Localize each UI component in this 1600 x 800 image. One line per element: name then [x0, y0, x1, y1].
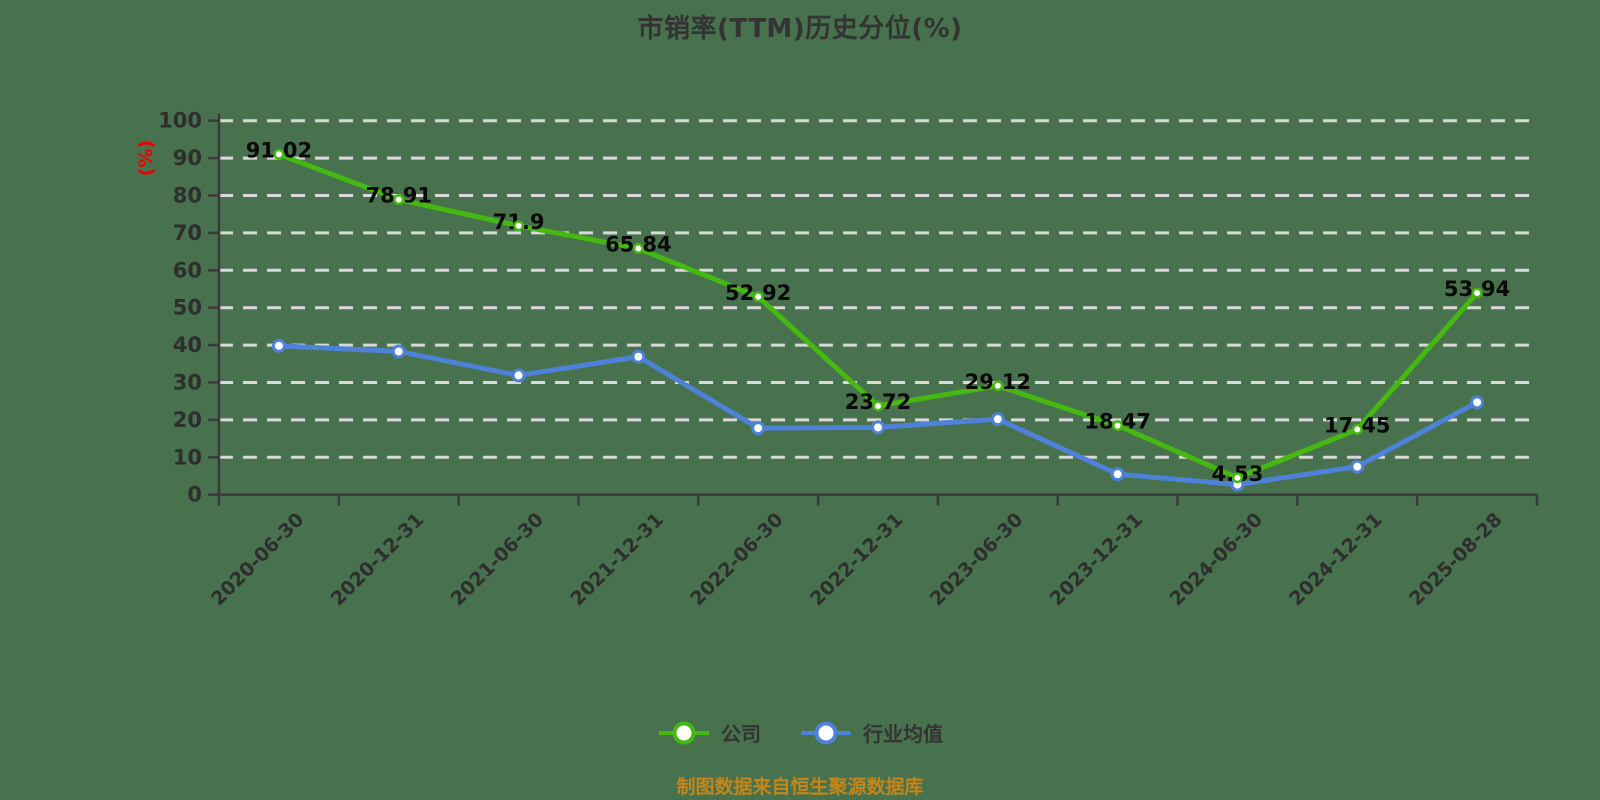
- svg-text:2021-12-31: 2021-12-31: [566, 509, 668, 611]
- industry-data-point: [391, 344, 406, 359]
- legend-item-industry[interactable]: 行业均值: [799, 718, 943, 747]
- svg-text:2020-12-31: 2020-12-31: [327, 509, 429, 611]
- y-axis-name: (%): [135, 140, 157, 176]
- svg-text:100: 100: [158, 109, 202, 133]
- chart-title: 市销率(TTM)历史分位(%): [637, 14, 963, 44]
- industry-series: [271, 338, 1485, 492]
- industry-data-point: [1110, 467, 1125, 482]
- legend-label-company: 公司: [721, 722, 761, 746]
- svg-text:2021-06-30: 2021-06-30: [447, 509, 549, 611]
- svg-text:50: 50: [173, 296, 202, 320]
- svg-text:2025-08-28: 2025-08-28: [1405, 509, 1507, 611]
- svg-text:2024-12-31: 2024-12-31: [1285, 509, 1387, 611]
- svg-text:2023-06-30: 2023-06-30: [926, 509, 1028, 611]
- company-data-point: [393, 194, 405, 205]
- svg-text:60: 60: [173, 258, 202, 282]
- svg-text:2020-06-30: 2020-06-30: [207, 509, 309, 611]
- svg-text:0: 0: [187, 483, 202, 507]
- company-data-point: [1351, 424, 1363, 435]
- legend-item-company[interactable]: 公司: [657, 718, 761, 747]
- svg-text:2022-12-31: 2022-12-31: [806, 509, 908, 611]
- y-axis-labels: 0 10 20 30 40 50 60 70 80 90 100: [158, 109, 202, 507]
- company-data-point: [1232, 472, 1243, 484]
- svg-text:2024-06-30: 2024-06-30: [1165, 509, 1267, 611]
- legend: 公司 行业均值: [0, 718, 1600, 747]
- company-data-labels: 91.0278.9171.965.8452.9223.7229.1218.474…: [246, 138, 1511, 485]
- industry-data-point: [751, 421, 766, 436]
- industry-data-point: [990, 412, 1005, 427]
- company-data-point: [513, 220, 524, 232]
- svg-text:40: 40: [173, 333, 202, 357]
- svg-text:70: 70: [173, 221, 202, 245]
- company-series: 91.0278.9171.965.8452.9223.7229.1218.474…: [246, 138, 1511, 485]
- legend-label-industry: 行业均值: [863, 722, 943, 746]
- svg-text:90: 90: [173, 146, 202, 170]
- industry-data-point: [871, 420, 885, 435]
- x-axis-labels: 2020-06-30 2020-12-31 2021-06-30 2021-12-31…: [207, 509, 1507, 611]
- industry-data-point: [1470, 395, 1485, 410]
- company-data-point: [752, 291, 764, 303]
- axes: [208, 113, 1539, 506]
- company-data-point: [273, 148, 285, 160]
- grid-lines: [219, 119, 1537, 459]
- data-source-note: 制图数据来自恒生聚源数据库: [676, 776, 924, 798]
- industry-legend-marker-icon: [799, 719, 853, 747]
- industry-data-point: [631, 349, 646, 364]
- svg-text:2022-06-30: 2022-06-30: [686, 509, 788, 611]
- industry-data-point: [271, 338, 286, 353]
- company-legend-marker-icon: [657, 719, 711, 747]
- company-data-point: [872, 400, 884, 412]
- company-data-point: [1471, 287, 1483, 299]
- industry-data-point: [1350, 459, 1365, 474]
- svg-text:10: 10: [173, 445, 202, 469]
- industry-data-point: [511, 368, 526, 383]
- svg-text:2023-12-31: 2023-12-31: [1046, 509, 1148, 611]
- svg-text:20: 20: [173, 408, 202, 432]
- company-data-point: [992, 380, 1004, 392]
- svg-text:30: 30: [173, 371, 202, 395]
- company-data-point: [632, 243, 644, 254]
- company-data-point: [1112, 420, 1124, 432]
- svg-text:80: 80: [173, 184, 202, 208]
